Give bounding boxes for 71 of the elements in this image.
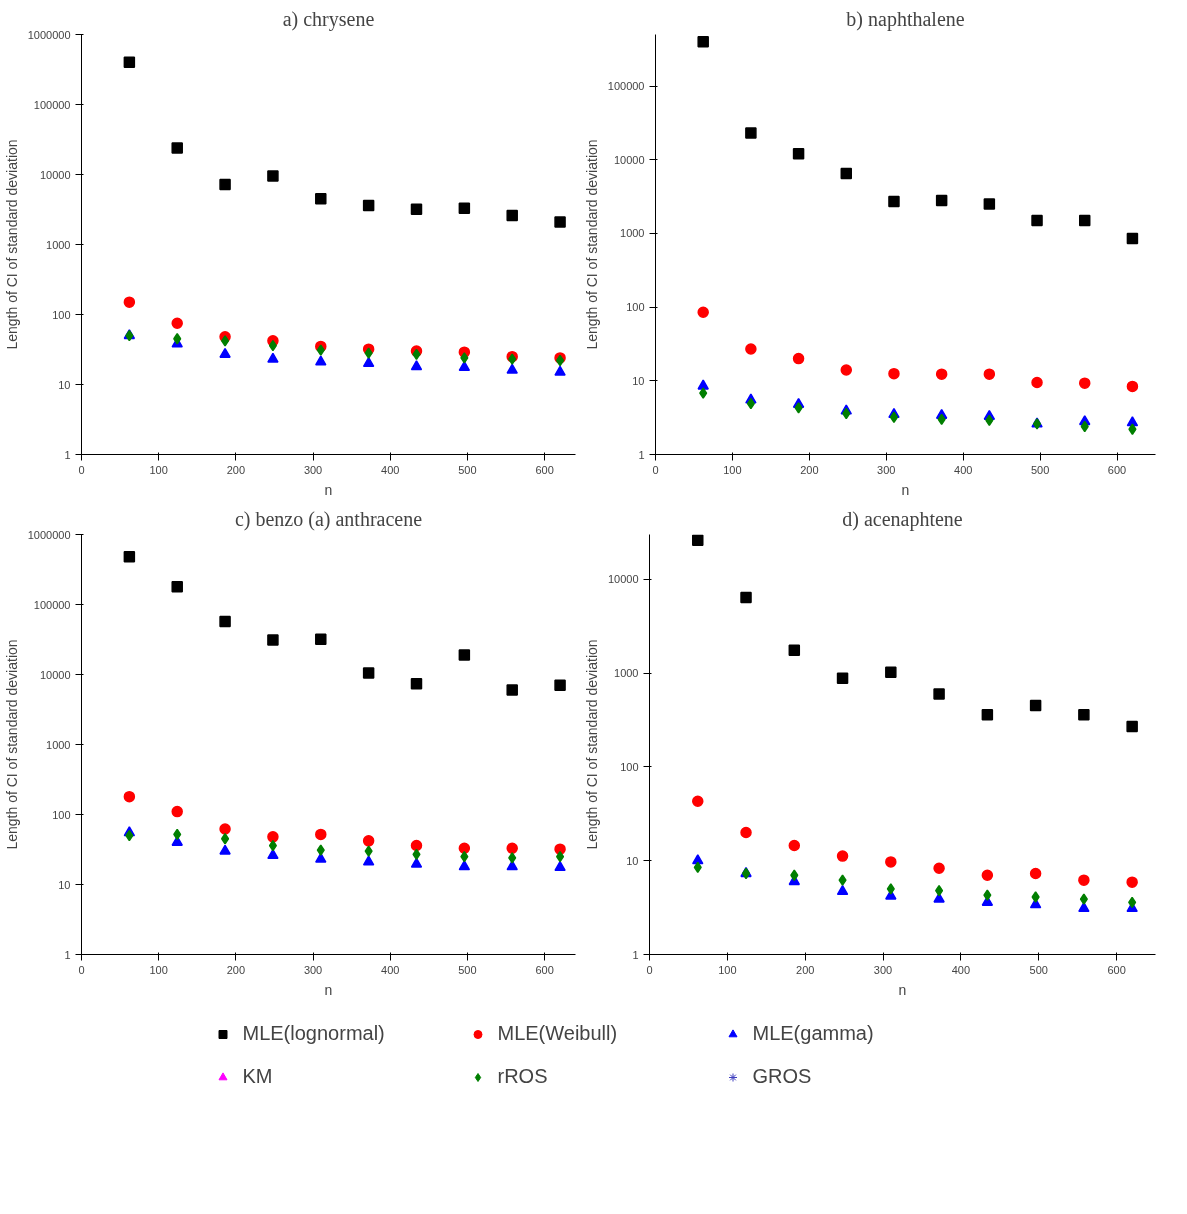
x-tick-label: 200 xyxy=(226,463,246,476)
y-tick-label: 100 xyxy=(626,301,645,314)
x-tick-label: 500 xyxy=(1030,463,1050,476)
y-tick-label: 1 xyxy=(64,948,71,961)
y-tick-label: 1000000 xyxy=(27,528,71,541)
y-tick-label: 10000 xyxy=(39,668,71,681)
y-tick-label: 1 xyxy=(64,448,71,461)
y-tick-label: 10 xyxy=(632,374,645,387)
legend-label: MLE(Weibull) xyxy=(497,1022,619,1045)
y-tick-label: 1000 xyxy=(620,227,645,240)
x-tick-label: 200 xyxy=(226,963,246,976)
x-tick-label: 300 xyxy=(303,963,323,976)
chart-title: a) chrysene xyxy=(282,7,375,31)
x-tick-label: 600 xyxy=(535,963,554,976)
y-tick-label: 1000 xyxy=(46,738,71,751)
x-tick-label: 300 xyxy=(877,463,896,476)
y-tick-label: 10000 xyxy=(607,573,639,586)
legend-label: KM xyxy=(242,1065,274,1088)
y-tick-label: 100000 xyxy=(33,98,71,111)
legend-label: MLE(lognormal) xyxy=(242,1022,386,1045)
legend-label: rROS xyxy=(497,1065,549,1088)
x-tick-label: 400 xyxy=(381,463,400,476)
y-tick-label: 1000000 xyxy=(27,28,71,41)
x-tick-label: 0 xyxy=(646,963,653,976)
y-tick-label: 100000 xyxy=(607,80,645,93)
x-tick-label: 100 xyxy=(723,463,742,476)
x-tick-label: 300 xyxy=(303,463,323,476)
legend-label: MLE(gamma) xyxy=(752,1022,875,1045)
y-tick-label: 10 xyxy=(626,854,639,867)
y-tick-label: 1 xyxy=(632,948,639,961)
y-tick-label: 100 xyxy=(620,760,639,773)
x-tick-label: 100 xyxy=(149,463,168,476)
x-tick-label: 0 xyxy=(652,463,659,476)
x-tick-label: 200 xyxy=(800,463,819,476)
y-axis-title: Length of CI of standard deviation xyxy=(3,139,20,350)
x-tick-label: 400 xyxy=(954,463,973,476)
y-tick-label: 10 xyxy=(58,878,71,891)
y-axis-title: Length of CI of standard deviation xyxy=(3,639,20,850)
x-tick-label: 0 xyxy=(78,463,85,476)
x-axis-title: n xyxy=(898,981,907,998)
x-tick-label: 200 xyxy=(796,963,815,976)
x-axis-title: n xyxy=(901,481,910,498)
y-tick-label: 10 xyxy=(58,378,71,391)
y-tick-label: 10000 xyxy=(613,153,645,166)
chart-title: c) benzo (a) anthracene xyxy=(234,507,423,531)
chart-title: d) acenaphtene xyxy=(842,507,963,531)
x-axis-title: n xyxy=(324,981,333,998)
y-axis-title: Length of CI of standard deviation xyxy=(583,639,600,850)
y-tick-label: 100 xyxy=(52,808,71,821)
x-tick-label: 600 xyxy=(1107,963,1126,976)
y-axis-title: Length of CI of standard deviation xyxy=(583,139,600,350)
x-tick-label: 600 xyxy=(535,463,554,476)
x-tick-label: 300 xyxy=(873,963,893,976)
y-tick-label: 100000 xyxy=(33,598,71,611)
y-tick-label: 1 xyxy=(638,448,645,461)
y-tick-label: 10000 xyxy=(39,168,71,181)
x-tick-label: 100 xyxy=(149,963,168,976)
x-tick-label: 0 xyxy=(78,963,85,976)
x-tick-label: 400 xyxy=(381,963,400,976)
y-tick-label: 1000 xyxy=(46,238,71,251)
y-tick-label: 100 xyxy=(52,308,71,321)
legend-label: GROS xyxy=(752,1065,813,1088)
x-tick-label: 500 xyxy=(458,463,477,476)
x-tick-label: 100 xyxy=(718,963,737,976)
x-tick-label: 600 xyxy=(1107,463,1127,476)
x-axis-title: n xyxy=(324,481,333,498)
x-tick-label: 400 xyxy=(951,963,971,976)
y-tick-label: 1000 xyxy=(614,667,639,680)
chart-title: b) naphthalene xyxy=(846,7,965,31)
x-tick-label: 500 xyxy=(458,963,477,976)
x-tick-label: 500 xyxy=(1029,963,1048,976)
